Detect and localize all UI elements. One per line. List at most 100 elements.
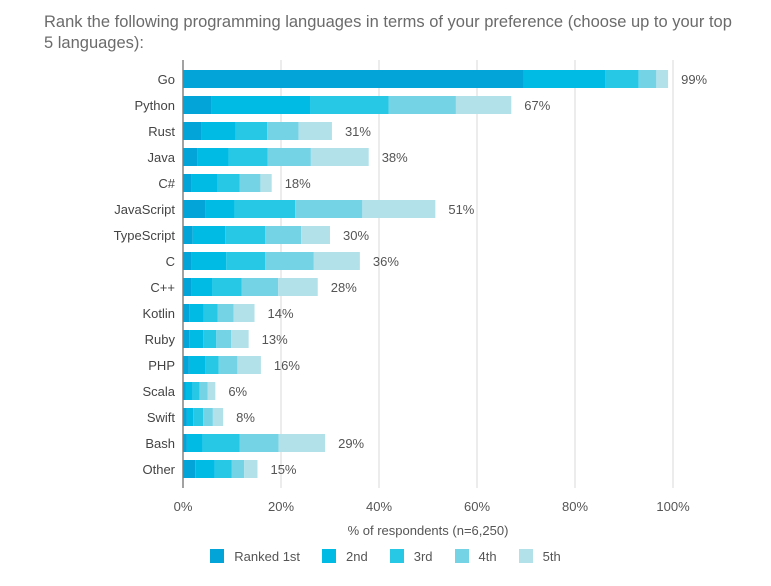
- bar-segment: [212, 278, 242, 296]
- bar-segment: [199, 382, 208, 400]
- bar-segment: [183, 70, 524, 88]
- x-tick-label: 100%: [656, 499, 690, 514]
- total-label: 8%: [236, 410, 255, 425]
- bar-segment: [183, 252, 192, 270]
- total-label: 14%: [268, 306, 294, 321]
- category-label: JavaScript: [114, 202, 175, 217]
- category-label: Rust: [148, 124, 175, 139]
- category-label: Java: [148, 150, 176, 165]
- bar-segment: [183, 330, 190, 348]
- bar-segment: [205, 356, 219, 374]
- legend-item: Ranked 1st: [210, 546, 300, 566]
- category-label: Go: [158, 72, 175, 87]
- bar-segment: [523, 70, 606, 88]
- bar-segment: [191, 252, 227, 270]
- bar-segment: [278, 278, 318, 296]
- bar-segment: [656, 70, 669, 88]
- total-label: 18%: [285, 176, 311, 191]
- category-label: Swift: [147, 410, 176, 425]
- x-tick-label: 60%: [464, 499, 490, 514]
- bar-segment: [192, 382, 200, 400]
- bar-segment: [183, 148, 198, 166]
- bar-segment: [295, 200, 363, 218]
- bar-segment: [183, 304, 190, 322]
- bar-segment: [183, 434, 187, 452]
- category-label: Python: [135, 98, 175, 113]
- bar-segment: [638, 70, 657, 88]
- bar-segment: [211, 96, 311, 114]
- legend-swatch: [454, 549, 469, 563]
- bar-segment: [191, 278, 213, 296]
- legend-swatch: [389, 549, 404, 563]
- legend-label: 3rd: [413, 548, 433, 564]
- bar-segment: [189, 330, 204, 348]
- bar-segment: [183, 226, 193, 244]
- total-label: 13%: [262, 332, 288, 347]
- bar-segment: [186, 408, 194, 426]
- bar-segment: [185, 382, 193, 400]
- total-label: 15%: [270, 462, 296, 477]
- bar-segment: [207, 382, 216, 400]
- x-tick-label: 80%: [562, 499, 588, 514]
- bar-segment: [214, 460, 232, 478]
- bar-segment: [265, 252, 314, 270]
- category-label: Scala: [142, 384, 175, 399]
- category-label: Other: [142, 462, 175, 477]
- total-label: 99%: [681, 72, 707, 87]
- category-label: TypeScript: [114, 228, 176, 243]
- legend-swatch: [210, 549, 225, 563]
- bar-segment: [216, 330, 232, 348]
- bar-segment: [212, 408, 224, 426]
- bar-segment: [218, 356, 238, 374]
- legend: Ranked 1st 2nd 3rd 4th 5th: [0, 546, 771, 566]
- bar-segment: [298, 122, 332, 140]
- bar-segment: [234, 200, 296, 218]
- bar-segment: [197, 148, 229, 166]
- category-label: Kotlin: [142, 306, 175, 321]
- bar-segment: [388, 96, 456, 114]
- legend-swatch: [322, 549, 337, 563]
- total-label: 51%: [448, 202, 474, 217]
- total-label: 6%: [228, 384, 247, 399]
- bar-segment: [228, 148, 268, 166]
- category-label: C++: [150, 280, 175, 295]
- bar-segment: [605, 70, 639, 88]
- bar-segment: [191, 174, 218, 192]
- bar-segment: [235, 122, 268, 140]
- bar-segment: [239, 434, 279, 452]
- bar-segment: [203, 408, 213, 426]
- bar-segment: [278, 434, 326, 452]
- bar-segment: [362, 200, 436, 218]
- legend-item: 4th: [454, 546, 497, 566]
- legend-label: 5th: [542, 548, 561, 564]
- bar-segment: [260, 174, 272, 192]
- bar-segment: [239, 174, 261, 192]
- bar-segment: [201, 122, 236, 140]
- x-tick-label: 20%: [268, 499, 294, 514]
- bar-segment: [313, 252, 360, 270]
- category-label: Ruby: [145, 332, 176, 347]
- legend-item: 2nd: [322, 546, 368, 566]
- legend-label: Ranked 1st: [234, 548, 301, 564]
- bar-segment: [183, 382, 186, 400]
- total-label: 38%: [382, 150, 408, 165]
- bar-segment: [183, 122, 202, 140]
- chart-title: Rank the following programming languages…: [44, 13, 732, 52]
- bar-segment: [225, 226, 266, 244]
- total-label: 28%: [331, 280, 357, 295]
- bar-segment: [183, 200, 206, 218]
- total-label: 30%: [343, 228, 369, 243]
- x-tick-label: 0%: [174, 499, 193, 514]
- category-label: C#: [158, 176, 175, 191]
- bar-segment: [217, 174, 240, 192]
- total-label: 36%: [373, 254, 399, 269]
- legend-swatch: [518, 549, 533, 563]
- total-label: 16%: [274, 358, 300, 373]
- bar-segment: [183, 174, 192, 192]
- bar-segment: [195, 460, 215, 478]
- bar-segment: [183, 356, 189, 374]
- legend-label: 4th: [478, 548, 497, 564]
- bar-segment: [217, 304, 234, 322]
- total-label: 31%: [345, 124, 371, 139]
